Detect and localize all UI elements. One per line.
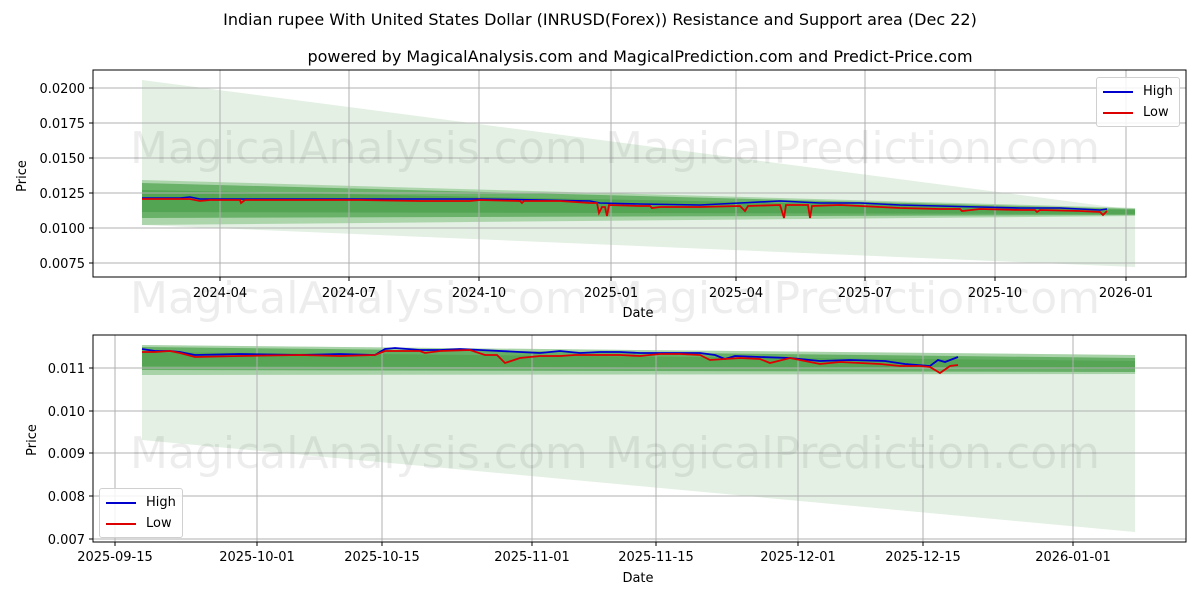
y-tick-label: 0.007 bbox=[48, 533, 85, 548]
high-line-swatch-icon bbox=[106, 501, 136, 504]
top-chart: MagicalAnalysis.com MagicalPrediction.co… bbox=[15, 69, 1187, 324]
top-y-ticks: 0.0200 0.0175 0.0150 0.0125 0.0100 0.007… bbox=[40, 82, 93, 272]
bottom-grid bbox=[93, 335, 1186, 542]
bottom-axes-frame bbox=[92, 334, 1187, 543]
x-tick-label: 2025-12-15 bbox=[885, 550, 961, 565]
top-low-line bbox=[142, 198, 1108, 219]
x-tick-label: 2025-10-15 bbox=[344, 550, 420, 565]
x-tick-label: 2026-01 bbox=[1099, 286, 1153, 301]
watermark-prediction: MagicalPrediction.com bbox=[605, 123, 1100, 174]
legend-item-high: High bbox=[106, 492, 176, 513]
top-x-ticks: 2024-04 2024-07 2024-10 2025-01 2025-04 … bbox=[193, 277, 1153, 301]
y-tick-label: 0.011 bbox=[48, 362, 85, 377]
y-tick-label: 0.008 bbox=[48, 490, 85, 505]
bottom-x-ticks: 2025-09-15 2025-10-01 2025-10-15 2025-11… bbox=[77, 542, 1111, 565]
legend-item-low: Low bbox=[1103, 102, 1173, 123]
chart-subtitle: powered by MagicalAnalysis.com and Magic… bbox=[307, 47, 973, 66]
bottom-legend: High Low bbox=[99, 488, 183, 538]
y-tick-label: 0.0100 bbox=[40, 222, 86, 237]
top-grid bbox=[93, 70, 1186, 277]
y-tick-label: 0.009 bbox=[48, 447, 85, 462]
legend-label-low: Low bbox=[146, 516, 172, 531]
x-tick-label: 2026-01-01 bbox=[1035, 550, 1111, 565]
x-tick-label: 2025-04 bbox=[709, 286, 763, 301]
top-legend: High Low bbox=[1096, 77, 1180, 127]
y-tick-label: 0.0175 bbox=[40, 117, 86, 132]
legend-label-high: High bbox=[146, 495, 176, 510]
low-line-swatch-icon bbox=[106, 522, 136, 525]
bottom-y-ticks: 0.011 0.010 0.009 0.008 0.007 bbox=[48, 362, 93, 548]
low-line-swatch-icon bbox=[1103, 111, 1133, 114]
legend-item-low: Low bbox=[106, 513, 176, 534]
legend-label-high: High bbox=[1143, 84, 1173, 99]
x-tick-label: 2025-11-01 bbox=[494, 550, 570, 565]
x-tick-label: 2025-01 bbox=[584, 286, 638, 301]
legend-item-high: High bbox=[1103, 81, 1173, 102]
bottom-y-axis-label: Price bbox=[25, 424, 40, 456]
x-tick-label: 2025-09-15 bbox=[77, 550, 153, 565]
x-tick-label: 2025-07 bbox=[838, 286, 892, 301]
chart-title: Indian rupee With United States Dollar (… bbox=[223, 10, 977, 29]
x-tick-label: 2025-10-01 bbox=[219, 550, 295, 565]
bottom-low-line bbox=[142, 349, 959, 375]
x-tick-label: 2024-10 bbox=[452, 286, 506, 301]
y-tick-label: 0.0200 bbox=[40, 82, 86, 97]
x-tick-label: 2025-12-01 bbox=[760, 550, 836, 565]
watermark-prediction: MagicalPrediction.com bbox=[605, 428, 1100, 479]
bottom-forecast-band bbox=[142, 345, 1135, 532]
x-tick-label: 2025-10 bbox=[968, 286, 1022, 301]
y-tick-label: 0.0075 bbox=[40, 257, 86, 272]
watermark-analysis: MagicalAnalysis.com bbox=[130, 273, 588, 324]
y-tick-label: 0.0150 bbox=[40, 152, 86, 167]
y-tick-label: 0.0125 bbox=[40, 187, 86, 202]
watermark-prediction: MagicalPrediction.com bbox=[605, 273, 1100, 324]
top-high-line bbox=[142, 196, 1108, 211]
top-x-axis-label: Date bbox=[622, 306, 653, 321]
bottom-chart: MagicalAnalysis.com MagicalPrediction.co… bbox=[25, 334, 1187, 586]
x-tick-label: 2025-11-15 bbox=[618, 550, 694, 565]
high-line-swatch-icon bbox=[1103, 90, 1133, 93]
top-axes-frame bbox=[92, 69, 1187, 278]
watermark-analysis: MagicalAnalysis.com bbox=[130, 428, 588, 479]
bottom-x-axis-label: Date bbox=[622, 571, 653, 586]
y-tick-label: 0.010 bbox=[48, 405, 85, 420]
top-y-axis-label: Price bbox=[15, 160, 30, 192]
x-tick-label: 2024-04 bbox=[193, 286, 247, 301]
legend-label-low: Low bbox=[1143, 105, 1169, 120]
x-tick-label: 2024-07 bbox=[322, 286, 376, 301]
watermark-analysis: MagicalAnalysis.com bbox=[130, 123, 588, 174]
